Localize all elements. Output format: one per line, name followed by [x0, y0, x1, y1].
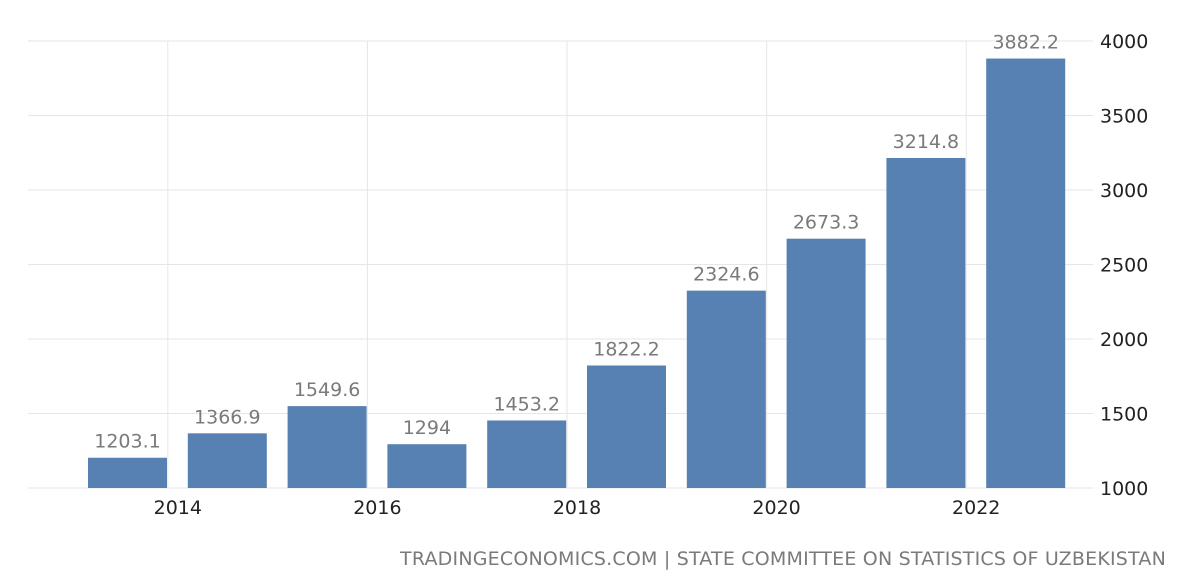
bar-2015 — [287, 406, 367, 488]
bar-2019 — [686, 290, 766, 488]
bar-2018 — [587, 365, 666, 488]
source-caption: TRADINGECONOMICS.COM | STATE COMMITTEE O… — [400, 548, 1166, 570]
data-label: 3214.8 — [893, 131, 959, 153]
y-tick-label: 2500 — [1100, 255, 1148, 277]
x-tick-label: 2016 — [353, 497, 401, 519]
data-label: 2673.3 — [793, 212, 859, 234]
bar-2022 — [986, 58, 1066, 489]
x-tick-label: 2022 — [952, 497, 1000, 519]
data-label: 1453.2 — [493, 393, 559, 415]
y-tick-label: 3000 — [1100, 180, 1148, 202]
y-tick-label: 2000 — [1100, 329, 1148, 351]
data-label: 1822.2 — [593, 338, 659, 360]
bar-2020 — [786, 238, 866, 488]
y-tick-label: 3500 — [1100, 106, 1148, 128]
data-label: 1366.9 — [194, 406, 260, 428]
data-label: 3882.2 — [992, 32, 1058, 54]
y-tick-label: 1000 — [1100, 478, 1148, 500]
data-label: 1549.6 — [294, 379, 360, 401]
y-tick-label: 4000 — [1100, 31, 1148, 53]
y-tick-label: 1500 — [1100, 404, 1148, 426]
x-tick-label: 2020 — [752, 497, 800, 519]
data-label: 1203.1 — [94, 431, 160, 453]
bar-2021 — [886, 157, 966, 488]
bar-2013 — [88, 457, 167, 488]
x-tick-label: 2018 — [553, 497, 601, 519]
data-label: 1294 — [403, 417, 451, 439]
bar-2017 — [487, 420, 567, 488]
bar-2014 — [187, 433, 267, 488]
data-label: 2324.6 — [693, 264, 759, 286]
bar-2016 — [387, 444, 467, 488]
x-tick-label: 2014 — [154, 497, 202, 519]
